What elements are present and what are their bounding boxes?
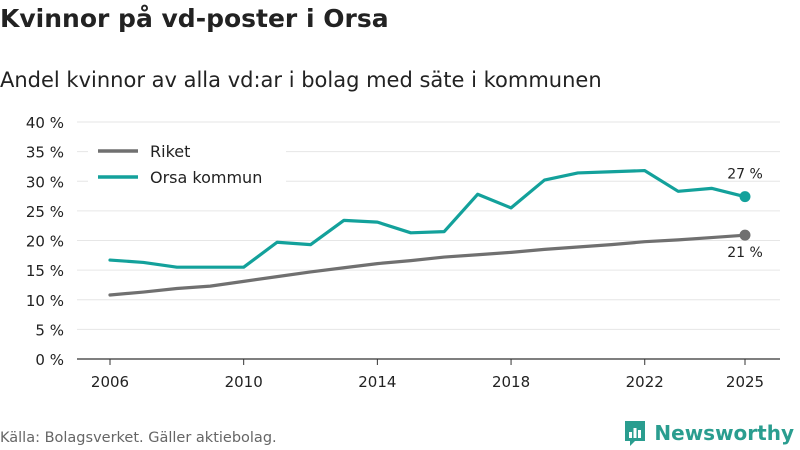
chart-title: Kvinnor på vd-poster i Orsa	[0, 4, 389, 33]
y-tick-label: 5 %	[35, 321, 64, 339]
y-tick-label: 20 %	[26, 233, 64, 251]
x-tick-label: 2010	[225, 373, 263, 391]
x-tick-label: 2022	[626, 373, 664, 391]
legend-label: Riket	[150, 142, 190, 161]
x-tick-label: 2006	[91, 373, 129, 391]
line-chart: 0 % 5 % 10 % 15 % 20 % 25 % 30 % 35 % 40 % 2006 20…	[26, 114, 780, 391]
y-tick-label: 35 %	[26, 144, 64, 162]
brand-logo[interactable]: Newsworthy	[622, 419, 794, 447]
y-tick-label: 10 %	[26, 292, 64, 310]
end-value-label: 27 %	[727, 167, 763, 183]
series-line-riket	[108, 233, 747, 297]
brand-name: Newsworthy	[654, 421, 794, 445]
newsworthy-logo-icon	[625, 421, 646, 446]
series-end-point	[739, 229, 751, 241]
source-note: Källa: Bolagsverket. Gäller aktiebolag.	[0, 430, 277, 446]
end-value-label: 21 %	[727, 245, 763, 261]
x-tick-label: 2014	[358, 373, 396, 391]
chart-subtitle: Andel kvinnor av alla vd:ar i bolag med …	[0, 68, 602, 92]
y-tick-label: 15 %	[26, 262, 64, 280]
y-tick-label: 40 %	[26, 114, 64, 132]
y-tick-label: 25 %	[26, 203, 64, 221]
x-tick-label: 2018	[492, 373, 530, 391]
y-tick-label: 30 %	[26, 173, 64, 191]
series-end-point	[739, 191, 751, 203]
series-line-orsa-kommun	[108, 168, 747, 269]
x-tick-label: 2025	[726, 373, 764, 391]
legend-label: Orsa kommun	[150, 168, 262, 187]
legend-background	[88, 136, 286, 194]
y-tick-label: 0 %	[35, 351, 64, 369]
